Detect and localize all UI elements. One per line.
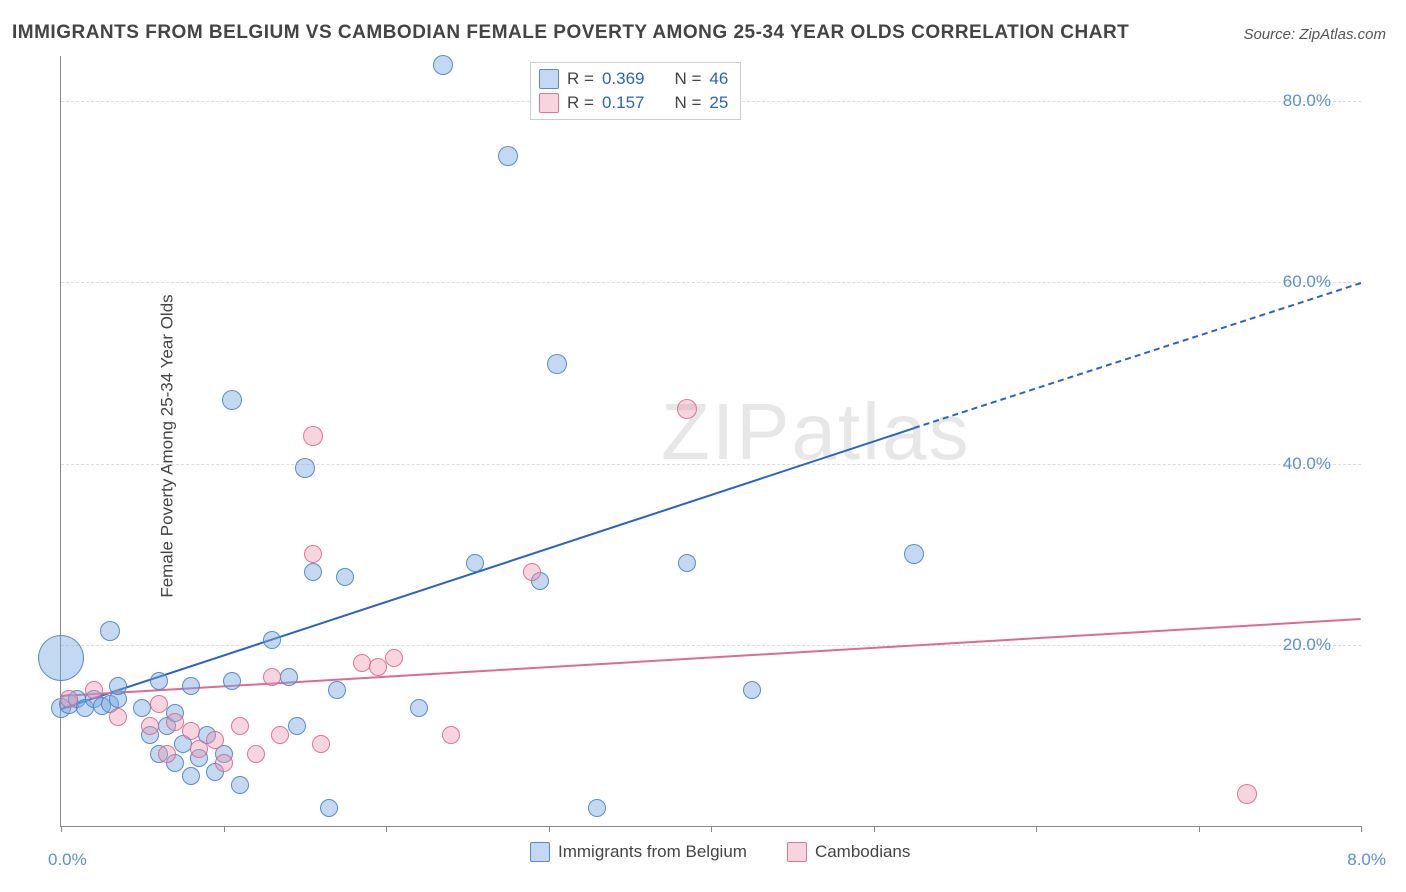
data-point	[206, 731, 224, 749]
chart-container: IMMIGRANTS FROM BELGIUM VS CAMBODIAN FEM…	[0, 0, 1406, 892]
legend-swatch	[539, 93, 559, 113]
x-tick	[1036, 826, 1037, 832]
data-point	[141, 717, 159, 735]
data-point	[336, 568, 354, 586]
data-point	[678, 554, 696, 572]
x-axis-min-label: 0.0%	[48, 850, 87, 870]
data-point	[60, 690, 78, 708]
legend-n-value: 25	[709, 91, 728, 115]
x-tick	[549, 826, 550, 832]
legend-n-value: 46	[709, 67, 728, 91]
data-point	[182, 767, 200, 785]
data-point	[328, 681, 346, 699]
data-point	[466, 554, 484, 572]
trend-line	[61, 427, 915, 710]
legend-label: Cambodians	[815, 842, 910, 862]
legend-item: Immigrants from Belgium	[530, 842, 747, 862]
legend-n-label: N =	[674, 91, 701, 115]
grid-line	[61, 282, 1361, 283]
legend-r-label: R =	[567, 91, 594, 115]
data-point	[498, 146, 518, 166]
data-point	[182, 677, 200, 695]
data-point	[312, 735, 330, 753]
data-point	[215, 754, 233, 772]
trend-line	[914, 283, 1361, 430]
legend-item: Cambodians	[787, 842, 910, 862]
x-tick	[711, 826, 712, 832]
legend-r-label: R =	[567, 67, 594, 91]
data-point	[385, 649, 403, 667]
series-legend: Immigrants from Belgium Cambodians	[530, 842, 910, 862]
data-point	[304, 545, 322, 563]
data-point	[166, 713, 184, 731]
data-point	[158, 745, 176, 763]
legend-swatch	[787, 842, 807, 862]
legend-row: R = 0.157 N = 25	[539, 91, 728, 115]
data-point	[85, 681, 103, 699]
data-point	[410, 699, 428, 717]
data-point	[223, 672, 241, 690]
data-point	[190, 740, 208, 758]
trend-line	[61, 618, 1361, 697]
correlation-legend: R = 0.369 N = 46 R = 0.157 N = 25	[530, 62, 741, 120]
x-axis-max-label: 8.0%	[1347, 850, 1386, 870]
data-point	[100, 621, 120, 641]
data-point	[182, 722, 200, 740]
data-point	[904, 544, 924, 564]
legend-r-value: 0.157	[602, 91, 645, 115]
x-tick	[1199, 826, 1200, 832]
data-point	[588, 799, 606, 817]
data-point	[109, 677, 127, 695]
scatter-plot-area: ZIPatlas 20.0%40.0%60.0%80.0%	[60, 56, 1361, 827]
legend-n-label: N =	[674, 67, 701, 91]
legend-row: R = 0.369 N = 46	[539, 67, 728, 91]
y-tick-label: 60.0%	[1283, 272, 1331, 292]
y-tick-label: 80.0%	[1283, 91, 1331, 111]
legend-label: Immigrants from Belgium	[558, 842, 747, 862]
data-point	[288, 717, 306, 735]
data-point	[263, 631, 281, 649]
data-point	[150, 672, 168, 690]
data-point	[247, 745, 265, 763]
data-point	[295, 458, 315, 478]
data-point	[353, 654, 371, 672]
x-tick	[61, 826, 62, 832]
data-point	[433, 55, 453, 75]
chart-title: IMMIGRANTS FROM BELGIUM VS CAMBODIAN FEM…	[12, 22, 1129, 44]
legend-swatch	[530, 842, 550, 862]
data-point	[271, 726, 289, 744]
data-point	[231, 776, 249, 794]
data-point	[280, 668, 298, 686]
data-point	[303, 426, 323, 446]
legend-swatch	[539, 69, 559, 89]
x-tick	[386, 826, 387, 832]
data-point	[442, 726, 460, 744]
data-point	[523, 563, 541, 581]
data-point	[304, 563, 322, 581]
data-point	[369, 658, 387, 676]
y-tick-label: 40.0%	[1283, 454, 1331, 474]
source-attribution: Source: ZipAtlas.com	[1243, 26, 1386, 43]
data-point	[1237, 784, 1257, 804]
data-point	[150, 695, 168, 713]
data-point	[231, 717, 249, 735]
x-tick	[874, 826, 875, 832]
legend-r-value: 0.369	[602, 67, 645, 91]
data-point	[320, 799, 338, 817]
data-point	[109, 708, 127, 726]
data-point	[677, 399, 697, 419]
data-point	[743, 681, 761, 699]
grid-line	[61, 464, 1361, 465]
data-point	[222, 390, 242, 410]
y-tick-label: 20.0%	[1283, 635, 1331, 655]
x-tick	[1361, 826, 1362, 832]
data-point	[38, 635, 84, 681]
data-point	[263, 668, 281, 686]
x-tick	[224, 826, 225, 832]
data-point	[547, 354, 567, 374]
